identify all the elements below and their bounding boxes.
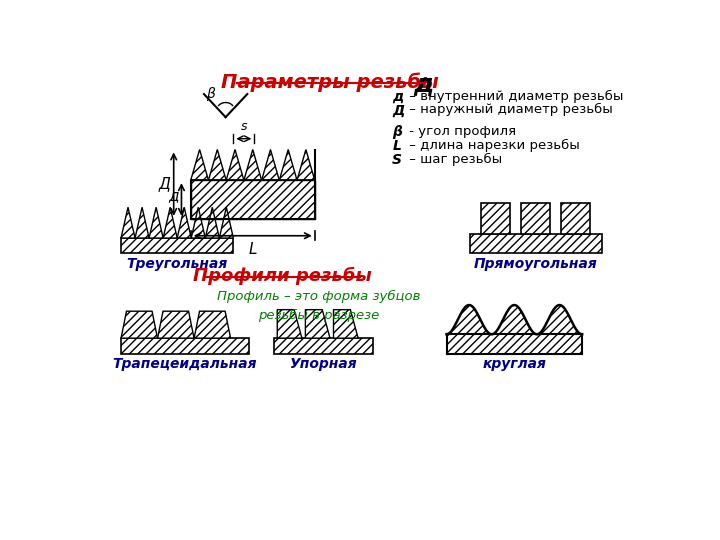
Polygon shape bbox=[177, 207, 192, 238]
Text: Д: Д bbox=[392, 103, 405, 117]
Polygon shape bbox=[305, 309, 330, 338]
Text: Профиль – это форма зубцов
резьбы в разрезе: Профиль – это форма зубцов резьбы в разр… bbox=[217, 289, 420, 322]
Polygon shape bbox=[121, 238, 233, 253]
Text: – внутренний диаметр резьбы: – внутренний диаметр резьбы bbox=[405, 90, 623, 103]
Text: Д: Д bbox=[158, 177, 171, 192]
Polygon shape bbox=[481, 204, 510, 234]
Polygon shape bbox=[521, 204, 550, 234]
Text: L: L bbox=[392, 139, 401, 153]
Polygon shape bbox=[191, 180, 315, 219]
Polygon shape bbox=[226, 150, 244, 180]
Text: Профили резьбы: Профили резьбы bbox=[193, 267, 372, 285]
Polygon shape bbox=[209, 150, 226, 180]
Polygon shape bbox=[149, 207, 163, 238]
Polygon shape bbox=[135, 207, 149, 238]
Polygon shape bbox=[121, 207, 135, 238]
Polygon shape bbox=[261, 150, 279, 180]
Text: L: L bbox=[248, 242, 257, 257]
Polygon shape bbox=[158, 311, 194, 338]
Polygon shape bbox=[562, 204, 590, 234]
Polygon shape bbox=[244, 150, 261, 180]
Polygon shape bbox=[205, 207, 220, 238]
Text: β: β bbox=[392, 125, 402, 139]
Polygon shape bbox=[220, 207, 233, 238]
Polygon shape bbox=[163, 207, 177, 238]
Text: β: β bbox=[206, 87, 215, 101]
Text: s: s bbox=[240, 120, 247, 133]
Text: - угол профиля: - угол профиля bbox=[405, 125, 516, 138]
Text: – шаг резьбы: – шаг резьбы bbox=[405, 153, 502, 166]
Polygon shape bbox=[446, 334, 582, 354]
Polygon shape bbox=[446, 305, 582, 334]
Text: Прямоугольная: Прямоугольная bbox=[474, 257, 598, 271]
Polygon shape bbox=[469, 234, 601, 253]
Polygon shape bbox=[121, 338, 249, 354]
Polygon shape bbox=[279, 150, 297, 180]
Polygon shape bbox=[297, 150, 315, 180]
Polygon shape bbox=[277, 309, 302, 338]
Polygon shape bbox=[121, 311, 158, 338]
Text: – длина нарезки резьбы: – длина нарезки резьбы bbox=[405, 139, 580, 152]
Text: Трапецеидальная: Трапецеидальная bbox=[113, 357, 257, 372]
Polygon shape bbox=[191, 150, 209, 180]
Text: Упорная: Упорная bbox=[290, 357, 357, 372]
Polygon shape bbox=[333, 309, 358, 338]
Text: S: S bbox=[392, 153, 402, 166]
Text: д: д bbox=[168, 188, 179, 203]
Text: – наружный диаметр резьбы: – наружный диаметр резьбы bbox=[405, 103, 613, 117]
Text: Треугольная: Треугольная bbox=[127, 257, 228, 271]
Polygon shape bbox=[192, 207, 205, 238]
Text: д: д bbox=[413, 72, 433, 97]
Text: круглая: круглая bbox=[482, 357, 546, 372]
Text: Параметры резьбы: Параметры резьбы bbox=[221, 72, 439, 92]
Polygon shape bbox=[274, 338, 373, 354]
Polygon shape bbox=[194, 311, 230, 338]
Text: д: д bbox=[392, 90, 403, 104]
